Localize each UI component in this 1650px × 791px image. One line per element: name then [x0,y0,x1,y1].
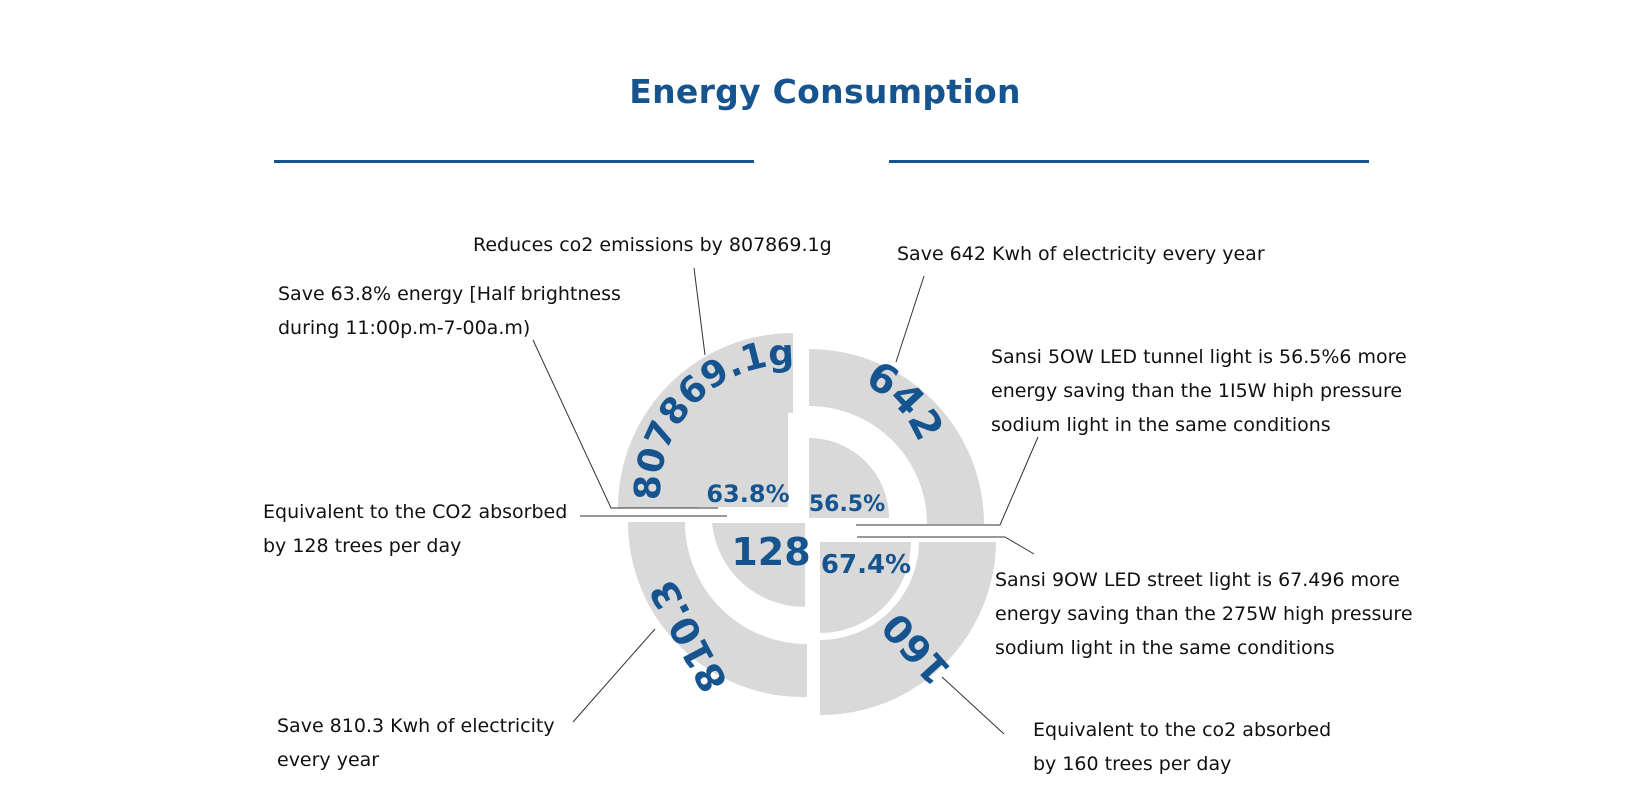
segment-top-left-outer [618,333,793,508]
note-save-63-8: Save 63.8% energy [Half brightness durin… [278,277,621,345]
value-bottom-right-inner: 67.4% [821,550,911,580]
note-line: by 160 trees per day [1033,753,1232,775]
title-divider-left [274,160,754,163]
note-save-810-3: Save 810.3 Kwh of electricity every year [277,709,555,777]
note-line: Sansi 9OW LED street light is 67.496 mor… [995,569,1400,591]
note-street-light: Sansi 9OW LED street light is 67.496 mor… [995,563,1413,665]
segment-bottom-right-outer [820,542,996,716]
leader-trees-160 [941,676,1005,735]
segment-top-right-inner [809,438,889,518]
note-trees-160: Equivalent to the co2 absorbed by 160 tr… [1033,713,1331,781]
segment-bottom-right-inner [820,542,911,633]
note-line: Sansi 5OW LED tunnel light is 56.5%6 mor… [991,346,1407,368]
value-top-right-inner: 56.5% [809,492,885,517]
note-co2-emissions: Reduces co2 emissions by 807869.1g [473,234,832,256]
page-title: Energy Consumption [629,72,1021,111]
segment-bottom-left-inner [712,523,805,608]
note-trees-128: Equivalent to the CO2 absorbed by 128 tr… [263,495,567,563]
leader-tunnel-light [856,436,1039,526]
segment-bottom-left-outer [628,522,807,698]
value-bottom-left-inner: 128 [731,530,810,574]
leader-save-63-8 [532,339,718,509]
note-line: Equivalent to the CO2 absorbed [263,501,568,523]
note-line: energy saving than the 275W high pressur… [995,603,1413,625]
note-line: by 128 trees per day [263,535,462,557]
note-line: every year [277,749,380,771]
note-line: Equivalent to the co2 absorbed [1033,719,1332,741]
note-line: sodium light in the same conditions [995,637,1335,659]
note-save-642: Save 642 Kwh of electricity every year [897,243,1265,265]
note-line: during 11:00p.m-7-00a.m) [278,317,531,339]
title-divider-right [889,160,1369,163]
segment-top-right-outer [809,349,984,524]
note-line: sodium light in the same conditions [991,414,1331,436]
leader-save-810-3 [572,628,656,723]
segment-top-left-inner [695,412,788,507]
note-line: energy saving than the 1I5W hiph pressur… [991,380,1403,402]
note-line: Save 810.3 Kwh of electricity [277,715,555,737]
note-tunnel-light: Sansi 5OW LED tunnel light is 56.5%6 mor… [991,340,1407,442]
note-line: Save 63.8% energy [Half brightness [278,283,621,305]
leader-co2-emissions [693,267,706,356]
value-top-left-inner: 63.8% [706,480,789,508]
leader-save-642 [895,275,925,363]
leader-street-light [857,536,1035,555]
